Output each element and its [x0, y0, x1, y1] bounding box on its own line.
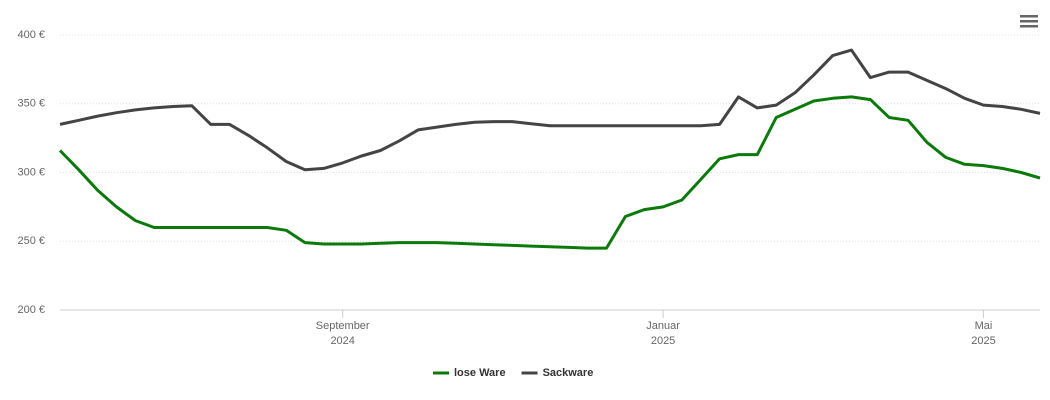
- y-tick-label: 300 €: [17, 166, 45, 178]
- menu-bar: [1020, 25, 1038, 28]
- x-tick-label-line: September: [316, 320, 370, 332]
- y-tick-label: 200 €: [17, 304, 45, 316]
- y-tick-label: 400 €: [17, 29, 45, 41]
- legend: lose Ware Sackware: [433, 367, 593, 379]
- legend-label: Sackware: [543, 367, 594, 379]
- legend-label: lose Ware: [454, 367, 506, 379]
- x-tick-label-line: Mai: [975, 320, 993, 332]
- x-tick-label-line: 2025: [971, 335, 995, 347]
- series-line: [58, 95, 1041, 250]
- x-tick-label: Mai 2025: [971, 320, 995, 347]
- legend-item[interactable]: lose Ware: [433, 367, 506, 379]
- menu-bar: [1020, 15, 1038, 18]
- y-tick-label: 250 €: [17, 235, 45, 247]
- legend-item[interactable]: Sackware: [521, 367, 594, 379]
- x-tick-label: September 2024: [316, 320, 370, 347]
- series-line: [59, 48, 1041, 172]
- x-tick-label-line: 2024: [330, 335, 354, 347]
- y-tick-label: 350 €: [17, 98, 45, 110]
- menu-button[interactable]: [1020, 15, 1038, 28]
- x-tick-label-line: Januar: [646, 320, 680, 332]
- x-tick-label-line: 2025: [651, 335, 675, 347]
- menu-bar: [1020, 20, 1038, 23]
- x-tick-label: Januar 2025: [646, 320, 680, 347]
